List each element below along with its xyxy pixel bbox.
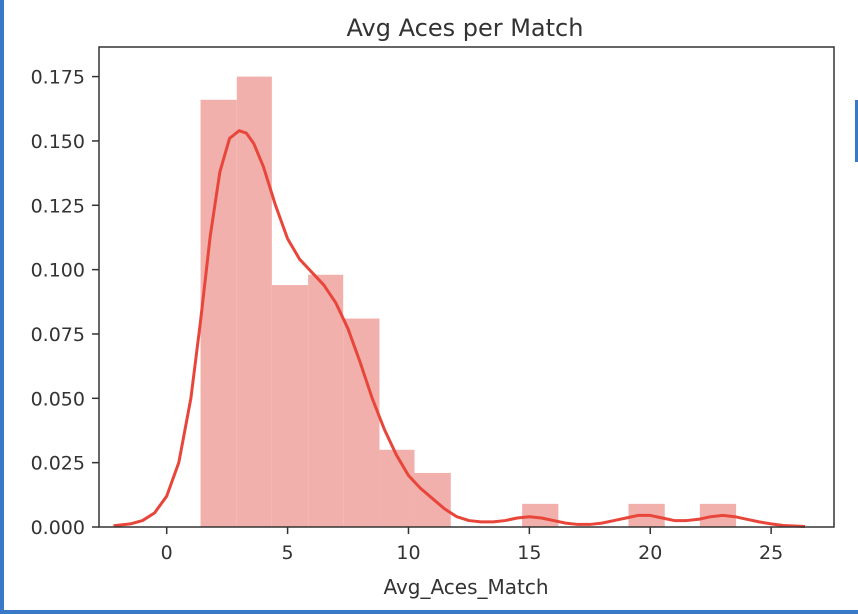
x-axis-label: Avg_Aces_Match (383, 575, 548, 599)
x-tick-label: 20 (638, 542, 662, 564)
y-tick-label: 0.050 (31, 388, 85, 410)
histogram-bar-3 (308, 274, 344, 527)
y-tick-label: 0.075 (31, 324, 85, 346)
histogram-bar-7 (522, 503, 559, 527)
histogram-bar-1 (236, 76, 272, 528)
histogram-bars (200, 76, 737, 528)
y-tick-label: 0.000 (31, 517, 85, 539)
y-tick-label: 0.025 (31, 453, 85, 475)
x-tick-label: 15 (517, 542, 541, 564)
window-frame-left (0, 0, 4, 614)
y-tick-label: 0.125 (31, 195, 85, 217)
y-axis: 0.000 0.025 0.050 0.075 0.100 0.125 0.150 0.175 (31, 67, 99, 539)
y-tick-label: 0.175 (31, 67, 85, 89)
histogram-bar-2 (271, 285, 309, 527)
x-tick-label: 10 (396, 542, 420, 564)
chart-title: Avg Aces per Match (347, 14, 584, 42)
histogram-bar-0 (200, 99, 237, 528)
x-tick-label: 5 (282, 542, 294, 564)
histogram-bar-5 (379, 449, 415, 527)
plot-frame (98, 46, 835, 528)
histogram-bar-4 (343, 318, 380, 527)
y-tick-label: 0.100 (31, 260, 85, 282)
x-tick-label: 25 (759, 542, 783, 564)
window-frame-bottom (0, 610, 858, 614)
window-frame-right (855, 100, 858, 162)
x-axis: 0 5 10 15 20 25 (161, 527, 783, 564)
y-tick-label: 0.150 (31, 131, 85, 153)
kde-density-line (113, 129, 806, 528)
x-tick-label: 0 (161, 542, 173, 564)
